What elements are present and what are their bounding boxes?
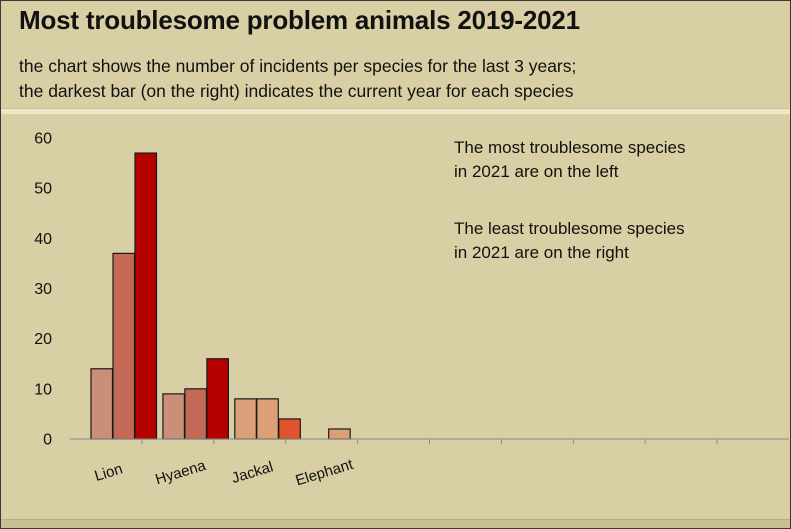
y-tick-label: 60 [34,131,52,148]
annotation-line: in 2021 are on the right [454,243,629,262]
subtitle-line-2: the darkest bar (on the right) indicates… [19,81,574,101]
y-tick-label: 40 [34,231,52,248]
y-tick-label: 10 [34,381,52,398]
x-tick-label: Jackal [230,458,276,487]
bar [184,388,207,440]
bar [278,418,301,440]
bar [206,358,229,440]
bars [90,152,351,440]
annotation-line: The most troublesome species [454,138,686,157]
x-tick-label: Hyaena [153,457,208,489]
bar [328,428,351,440]
bar [112,252,136,440]
x-axis: Lion Hyaena Jackal Elephant [70,438,789,490]
y-axis: 0 10 20 30 40 50 60 [34,131,52,449]
subtitle-line-1: the chart shows the number of incidents … [19,56,577,76]
x-tick-label: Lion [93,460,125,485]
annotation-line: The least troublesome species [454,219,685,238]
chart-title: Most troublesome problem animals 2019-20… [19,5,580,35]
bottom-strip [1,519,790,528]
bar [234,398,257,440]
bar [162,393,185,440]
y-tick-label: 0 [43,432,52,449]
y-tick-label: 50 [34,181,52,198]
x-tick-label: Elephant [294,456,356,490]
annotation-line: in 2021 are on the left [454,162,619,181]
y-tick-label: 30 [34,281,52,298]
annotations: The most troublesome species in 2021 are… [454,138,686,262]
header-divider [1,108,790,114]
bar [256,398,279,440]
y-tick-label: 20 [34,331,52,348]
bar [90,368,114,440]
chart-subtitle: the chart shows the number of incidents … [19,54,576,104]
bar [134,152,158,440]
